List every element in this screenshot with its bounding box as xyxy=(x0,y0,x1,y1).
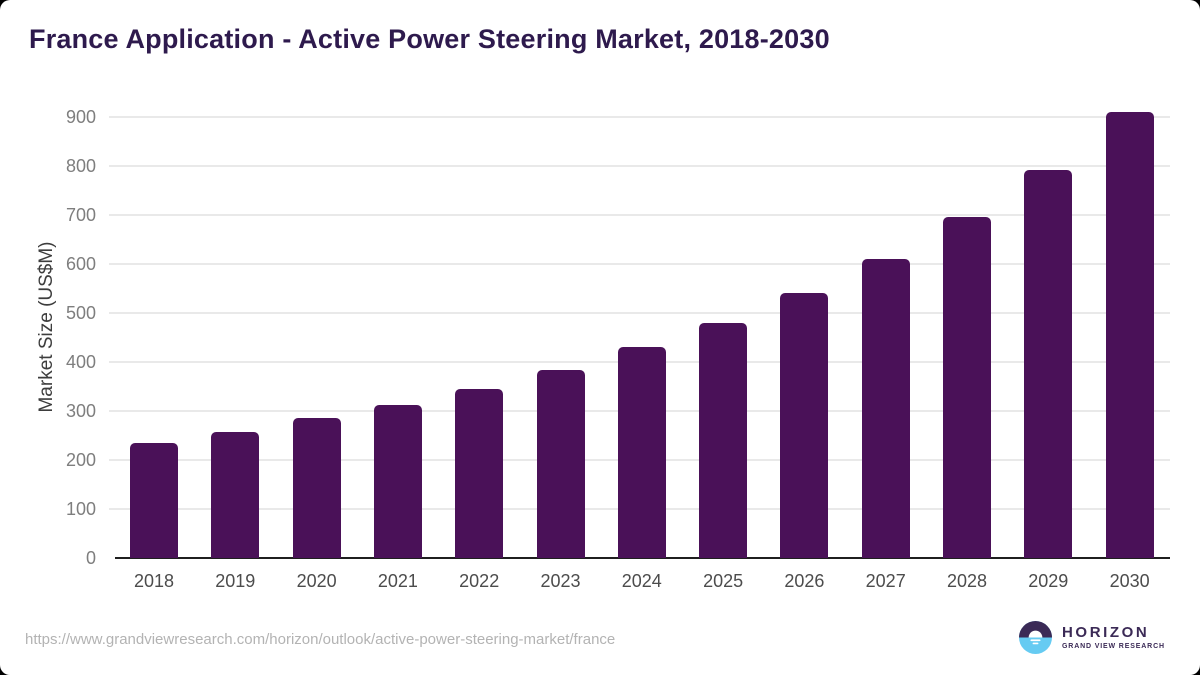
y-tick-label-800: 800 xyxy=(65,156,96,176)
x-tick-label-2021: 2021 xyxy=(377,571,418,591)
bar-2027 xyxy=(861,258,910,558)
bar-2018 xyxy=(130,442,178,558)
x-tick-label-2018: 2018 xyxy=(133,571,175,591)
y-tick-label-200: 200 xyxy=(65,450,96,470)
bar-2021 xyxy=(373,404,422,558)
gridline-800 xyxy=(109,165,1170,167)
gridline-700 xyxy=(109,214,1170,216)
y-tick-label-700: 700 xyxy=(65,205,96,225)
x-tick-label-2027: 2027 xyxy=(865,571,906,591)
y-tick-label-0: 0 xyxy=(85,548,96,568)
horizon-logo: HORIZON GRAND VIEW RESEARCH xyxy=(1019,621,1165,654)
gridline-500 xyxy=(109,312,1170,314)
horizon-sunset-icon xyxy=(1019,621,1052,654)
y-tick-label-400: 400 xyxy=(65,352,96,372)
logo-subtitle: GRAND VIEW RESEARCH xyxy=(1062,643,1165,650)
bar-2024 xyxy=(617,347,666,558)
plot-area xyxy=(109,112,1170,559)
x-tick-label-2029: 2029 xyxy=(1028,571,1069,591)
x-tick-label-2019: 2019 xyxy=(215,571,256,591)
gridline-600 xyxy=(109,263,1170,265)
y-tick-label-500: 500 xyxy=(65,303,96,323)
x-tick-label-2020: 2020 xyxy=(296,571,337,591)
x-tick-label-2028: 2028 xyxy=(946,571,988,591)
bar-2020 xyxy=(292,418,341,558)
x-axis-ticks: 2018 2019 2020 2021 2022 2023 2024 2025 2026 2027… xyxy=(115,571,1170,595)
logo-title: HORIZON xyxy=(1062,624,1150,641)
page-title: France Application - Active Power Steeri… xyxy=(29,24,830,54)
bar-2023 xyxy=(536,369,585,558)
source-url: https://www.grandviewresearch.com/horizo… xyxy=(25,631,616,648)
bar-2030 xyxy=(1105,112,1154,558)
x-tick-label-2023: 2023 xyxy=(540,571,581,591)
x-tick-label-2022: 2022 xyxy=(459,571,500,591)
y-tick-label-600: 600 xyxy=(65,254,96,274)
x-tick-label-2025: 2025 xyxy=(703,571,744,591)
x-tick-label-2030: 2030 xyxy=(1109,571,1150,591)
x-tick-label-2024: 2024 xyxy=(621,571,662,591)
gridline-900 xyxy=(109,116,1170,118)
bar-2029 xyxy=(1024,169,1073,558)
bar-2022 xyxy=(455,388,504,558)
x-axis-line xyxy=(115,557,1170,559)
y-tick-label-300: 300 xyxy=(65,401,96,421)
logo-text: HORIZON GRAND VIEW RESEARCH xyxy=(1062,624,1165,651)
bar-2026 xyxy=(780,292,829,558)
bar-2019 xyxy=(211,431,260,558)
y-tick-label-100: 100 xyxy=(65,499,96,519)
x-tick-label-2026: 2026 xyxy=(784,571,825,591)
bar-2025 xyxy=(699,322,748,558)
bar-2028 xyxy=(943,217,991,558)
y-tick-label-900: 900 xyxy=(65,107,96,127)
